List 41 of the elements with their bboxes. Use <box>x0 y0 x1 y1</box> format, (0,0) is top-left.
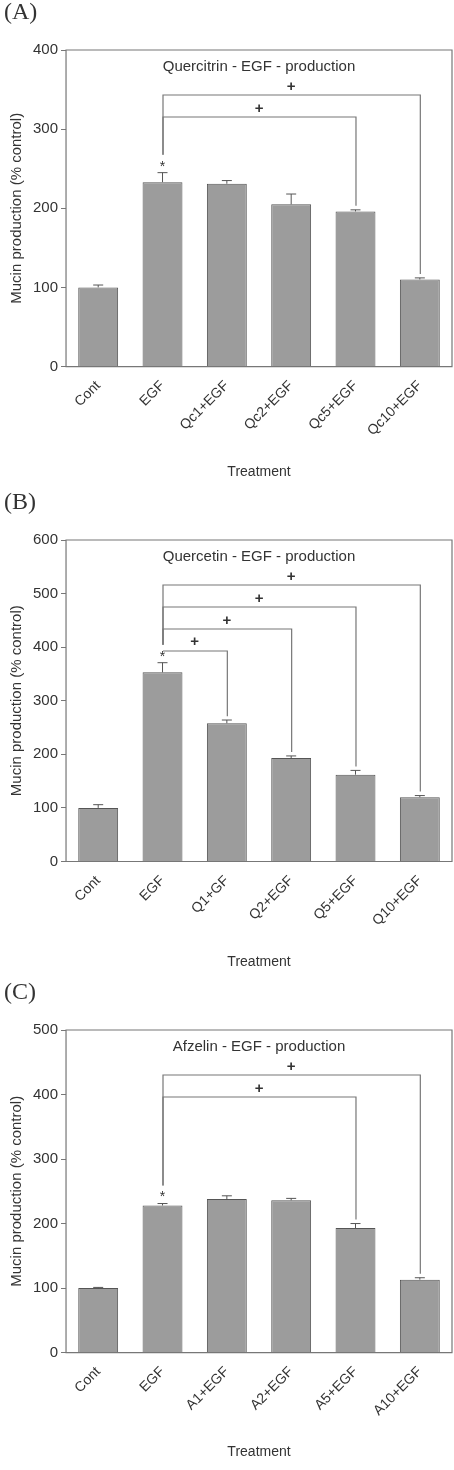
annotation: + <box>254 1078 264 1096</box>
chart-title: Afzelin - EGF - production <box>172 1036 346 1054</box>
y-tick-label: 300 <box>33 119 59 137</box>
annotation: + <box>190 632 200 650</box>
y-tick-label: 300 <box>33 690 59 708</box>
annotation: * <box>159 1188 166 1205</box>
chart-title: Quercetin - EGF - production <box>162 546 356 564</box>
x-axis-title: Treatment <box>227 953 291 970</box>
y-tick-label: 500 <box>33 1020 59 1038</box>
x-axis-title: Treatment <box>227 1443 291 1460</box>
annotation: + <box>286 76 296 94</box>
y-tick-label: 600 <box>33 530 59 548</box>
y-tick-label: 100 <box>33 1278 59 1296</box>
y-axis-title: Mucin production (% control) <box>7 1095 25 1287</box>
x-axis-title: Treatment <box>227 463 291 480</box>
annotation: + <box>254 588 264 606</box>
y-tick-label: 200 <box>33 1213 59 1231</box>
y-tick-label: 100 <box>33 798 59 816</box>
y-axis-title: Mucin production (% control) <box>7 605 25 797</box>
y-tick-label: 0 <box>49 356 59 374</box>
y-tick-label: 100 <box>33 277 59 295</box>
y-tick-label: 400 <box>33 1084 59 1102</box>
y-axis-title: Mucin production (% control) <box>7 112 25 304</box>
annotation: * <box>159 647 166 664</box>
annotation: + <box>286 1056 296 1074</box>
y-tick-label: 200 <box>33 744 59 762</box>
chart-title: Quercitrin - EGF - production <box>162 56 356 74</box>
annotation: + <box>254 98 264 116</box>
annotation: * <box>159 157 166 174</box>
y-tick-label: 300 <box>33 1149 59 1167</box>
y-tick-label: 200 <box>33 198 59 216</box>
text: (B) <box>4 488 36 515</box>
y-tick-label: 400 <box>33 637 59 655</box>
y-tick-label: 400 <box>33 40 59 58</box>
annotation: + <box>222 610 232 628</box>
y-tick-label: 500 <box>33 583 59 601</box>
text: (A) <box>4 0 38 25</box>
text: (C) <box>4 978 36 1005</box>
y-tick-label: 0 <box>49 1342 59 1360</box>
y-tick-label: 0 <box>49 851 59 869</box>
annotation: + <box>286 566 296 584</box>
